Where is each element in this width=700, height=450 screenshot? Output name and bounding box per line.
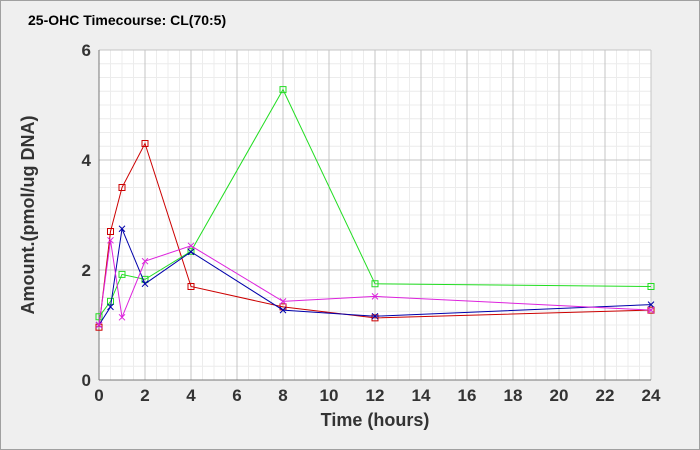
data-point: [118, 225, 126, 233]
data-point: [95, 313, 103, 321]
data-point: [371, 280, 379, 288]
x-tick-label: 22: [596, 386, 615, 405]
data-point: [141, 280, 149, 288]
data-point: [187, 283, 195, 290]
x-tick-label: 20: [550, 386, 569, 405]
data-point: [371, 312, 379, 320]
data-point: [371, 293, 379, 300]
data-point: [141, 257, 149, 265]
data-point: [647, 306, 655, 314]
data-point: [107, 228, 114, 235]
data-point: [187, 242, 195, 250]
series-line: [98, 226, 652, 326]
y-tick-label: 2: [82, 261, 91, 280]
data-point: [107, 236, 114, 244]
x-tick-label: 8: [278, 386, 287, 405]
series-line: [98, 240, 652, 326]
x-tick-label: 12: [366, 386, 385, 405]
x-axis-title: Time (hours): [321, 410, 430, 430]
x-tick-label: 0: [94, 386, 103, 405]
data-point: [118, 184, 126, 191]
y-tick-label: 4: [82, 151, 92, 170]
data-point: [279, 306, 287, 314]
x-tick-label: 2: [140, 386, 149, 405]
series-line: [98, 142, 652, 328]
series-4: [95, 236, 655, 329]
data-point: [279, 297, 287, 305]
x-tick-label: 10: [320, 386, 339, 405]
grid-layer: [98, 49, 652, 381]
x-tick-label: 6: [232, 386, 241, 405]
data-point: [95, 321, 103, 329]
data-point: [187, 247, 195, 255]
data-point: [141, 275, 149, 283]
chart-title: 25-OHC Timecourse: CL(70:5): [28, 12, 227, 28]
data-point: [141, 140, 149, 147]
data-point: [118, 270, 126, 278]
data-point: [647, 301, 655, 309]
x-tick-label: 24: [642, 386, 661, 405]
series-3: [95, 225, 655, 329]
data-point: [371, 314, 379, 322]
data-point: [279, 86, 287, 94]
x-tick-label: 18: [504, 386, 523, 405]
data-point: [647, 283, 655, 290]
data-point: [187, 248, 195, 256]
data-point: [107, 303, 114, 311]
y-tick-label: 0: [82, 371, 91, 390]
series-layer: [95, 86, 655, 331]
y-axis-title: Amount.(pmol/ug DNA): [18, 116, 38, 315]
x-tick-label: 4: [186, 386, 196, 405]
x-tick-label: 14: [412, 386, 431, 405]
data-point: [118, 313, 126, 321]
x-tick-label: 16: [458, 386, 477, 405]
y-tick-label: 6: [82, 41, 91, 60]
